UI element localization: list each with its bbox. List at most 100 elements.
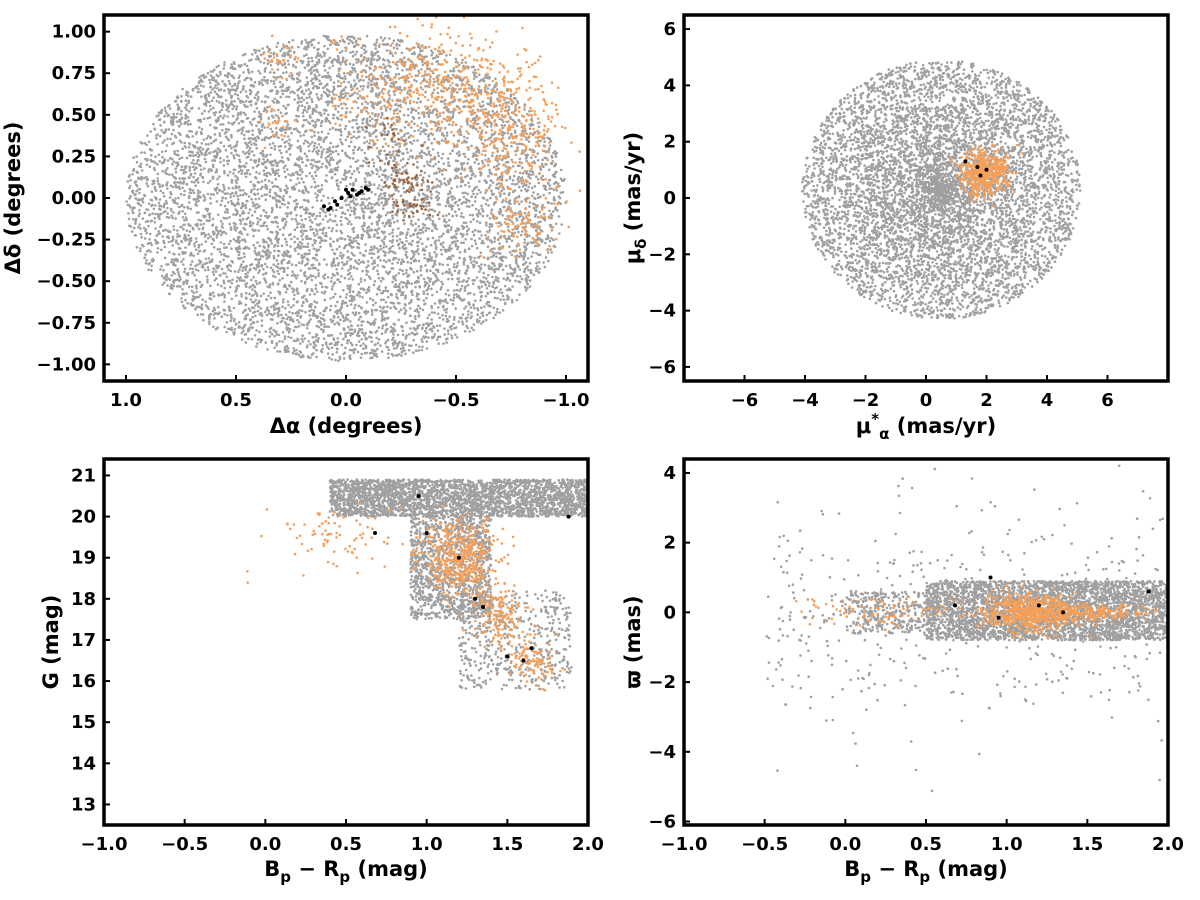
field-point (302, 301, 305, 305)
field-point (395, 115, 398, 119)
field-point (381, 185, 385, 189)
field-point (325, 159, 329, 162)
field-point (514, 260, 518, 264)
field-point (222, 281, 226, 285)
field-point (319, 222, 322, 225)
field-point (383, 224, 387, 228)
field-point (366, 232, 370, 235)
field-point (344, 296, 348, 299)
field-point (349, 236, 352, 239)
field-point (226, 106, 230, 110)
field-point (310, 185, 313, 189)
field-point (241, 212, 244, 215)
field-point (399, 159, 403, 162)
field-point (413, 281, 417, 284)
field-point (314, 56, 318, 59)
field-point (467, 157, 470, 161)
field-point (317, 41, 321, 45)
field-point (498, 194, 502, 198)
field-point (236, 93, 240, 97)
field-point (399, 308, 403, 312)
field-point (326, 220, 330, 223)
field-point (172, 128, 175, 132)
field-point (323, 44, 326, 48)
field-point (364, 156, 367, 160)
field-point (314, 125, 317, 129)
field-point (156, 247, 160, 250)
field-point (309, 228, 312, 232)
field-point (320, 97, 323, 100)
field-point (248, 292, 251, 296)
field-point (405, 147, 409, 151)
field-point (459, 232, 463, 236)
field-point (438, 235, 441, 239)
field-point (283, 141, 286, 144)
field-point (203, 198, 207, 201)
field-point (181, 186, 184, 190)
field-point (278, 149, 282, 152)
field-point (177, 124, 181, 128)
field-point (204, 207, 208, 211)
field-point (392, 90, 396, 93)
field-point (210, 141, 213, 145)
field-point (331, 209, 335, 212)
field-point (386, 352, 390, 356)
field-point (205, 137, 209, 140)
field-point (422, 299, 426, 302)
field-point (289, 336, 293, 340)
field-point (216, 87, 219, 90)
field-point (366, 288, 369, 291)
field-point (452, 265, 456, 269)
field-point (436, 60, 440, 63)
field-point (390, 267, 394, 270)
field-point (184, 170, 188, 174)
field-point (272, 71, 276, 74)
field-point (191, 270, 195, 274)
field-point (453, 269, 457, 273)
field-point (556, 209, 559, 212)
field-point (209, 135, 212, 139)
field-point (465, 280, 468, 284)
field-point (207, 315, 211, 318)
field-point (418, 345, 421, 349)
field-point (299, 134, 303, 138)
field-point (229, 319, 233, 323)
field-point (376, 264, 380, 267)
field-point (511, 274, 514, 278)
field-point (231, 88, 235, 91)
field-point (260, 314, 264, 318)
field-point (499, 235, 503, 238)
field-point (445, 131, 449, 135)
field-point (291, 187, 295, 191)
field-point (278, 340, 281, 343)
field-point (428, 164, 432, 168)
field-point (243, 137, 246, 141)
field-point (398, 168, 402, 171)
field-point (480, 294, 483, 298)
field-point (279, 159, 282, 163)
field-point (383, 37, 387, 40)
field-point (270, 163, 274, 167)
field-point (177, 185, 181, 188)
field-point (442, 241, 445, 244)
field-point (264, 183, 268, 187)
field-point (434, 162, 437, 166)
field-point (427, 115, 431, 118)
field-point (301, 170, 304, 174)
field-point (421, 60, 424, 64)
field-point (267, 50, 270, 53)
field-point (295, 114, 298, 118)
field-point (212, 176, 215, 179)
field-point (219, 88, 223, 91)
field-point (381, 173, 384, 176)
field-point (181, 209, 184, 213)
field-point (277, 174, 281, 178)
field-point (428, 313, 431, 317)
field-point (483, 154, 487, 157)
field-point (427, 174, 431, 178)
field-point (497, 267, 500, 271)
field-point (430, 287, 433, 291)
field-point (367, 164, 371, 168)
field-point (250, 214, 254, 217)
field-point (370, 228, 373, 232)
